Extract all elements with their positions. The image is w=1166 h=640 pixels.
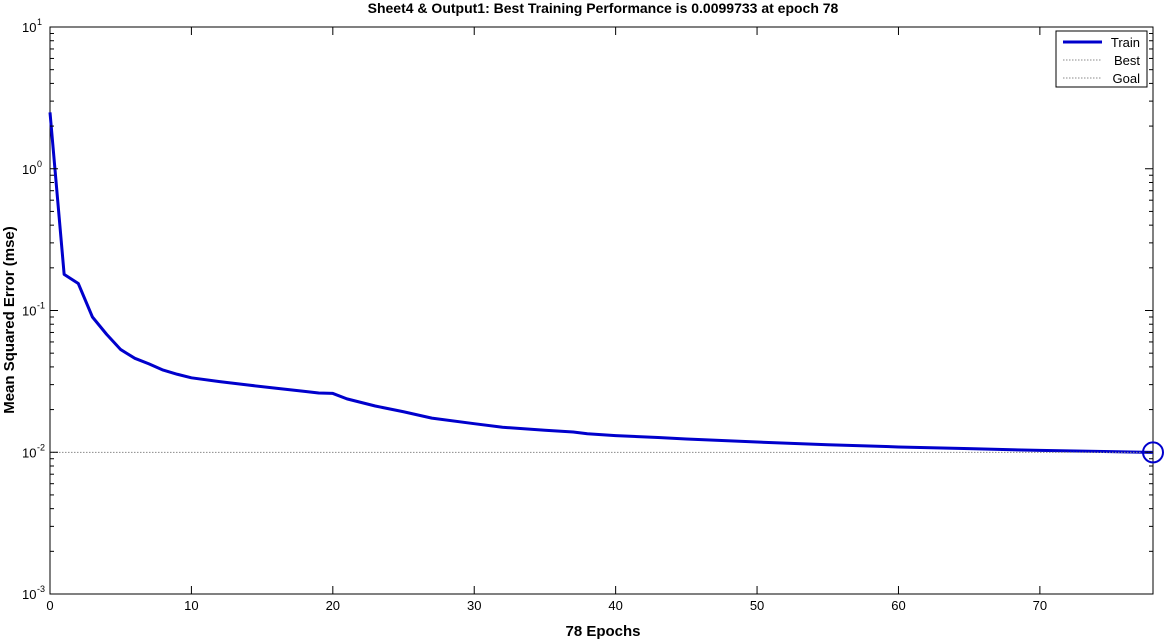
y-tick-label: 10 [22,445,36,460]
plot-frame [49,26,1154,595]
x-tick-label: 0 [46,598,53,613]
legend-label-best: Best [1114,53,1140,68]
x-tick-label: 20 [326,598,340,613]
best-epoch-marker [1142,441,1164,464]
chart-title: Sheet4 & Output1: Best Training Performa… [368,0,839,16]
x-tick-label: 60 [891,598,905,613]
y-tick-label: 10 [22,20,36,35]
x-tick-label: 10 [184,598,198,613]
y-tick-exponent: -2 [37,442,45,452]
x-tick-label: 40 [608,598,622,613]
y-tick-exponent: 1 [37,17,42,27]
legend-box [1055,30,1148,88]
x-axis-label: 78 Epochs [565,623,640,640]
legend-label-goal: Goal [1113,71,1141,86]
data-layer [48,112,1164,464]
x-tick-label: 50 [750,598,764,613]
y-tick-exponent: 0 [37,159,42,169]
y-tick-label: 10 [22,587,36,602]
y-tick-label: 10 [22,162,36,177]
legend: Train Best Goal [1055,30,1148,88]
y-tick-label: 10 [22,304,36,319]
series-line-train [48,112,1154,454]
y-tick-exponent: -3 [37,584,45,594]
y-axis-label: Mean Squared Error (mse) [1,226,18,414]
y-tick-exponent: -1 [37,301,45,311]
x-tick-label: 30 [467,598,481,613]
legend-label-train: Train [1111,35,1140,50]
plot-area [49,26,1154,595]
x-tick-label: 70 [1033,598,1047,613]
